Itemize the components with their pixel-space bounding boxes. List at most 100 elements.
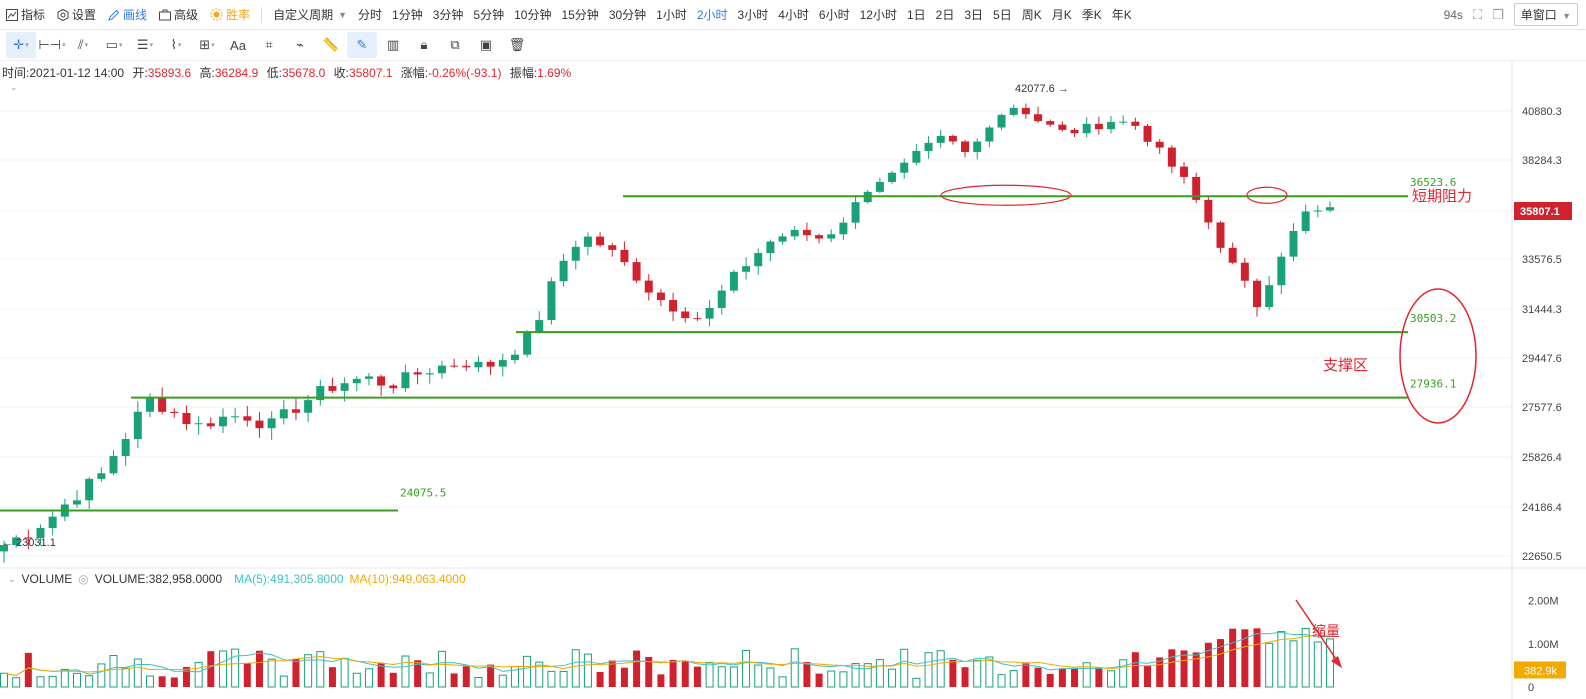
period-tab[interactable]: 5分钟 [473, 8, 505, 22]
candle-body [827, 234, 836, 239]
period-tab[interactable]: 2日 [935, 8, 955, 22]
volume-bar [900, 648, 909, 688]
high-extreme-label: 42077.6 → [1015, 83, 1069, 95]
volume-bar [1313, 641, 1322, 688]
candle-body [462, 365, 471, 368]
candle-body [839, 222, 848, 235]
trend-line-tool[interactable]: ⫽ ▾ [77, 37, 89, 52]
price-tick-label: 38284.3 [1522, 155, 1562, 167]
pen-tool[interactable]: ✎ [347, 32, 377, 58]
volume-bar [523, 655, 532, 688]
candle-body [510, 354, 519, 361]
period-tab[interactable]: 1分钟 [392, 8, 423, 22]
period-tab[interactable]: 10分钟 [514, 8, 552, 22]
period-tab[interactable]: 周K [1021, 8, 1042, 22]
candle-body [790, 229, 799, 237]
volume-bar [437, 650, 446, 688]
volume-bar [0, 672, 8, 688]
fullscreen-icon[interactable]: ⛶ [1472, 6, 1483, 22]
rectangle-tool[interactable]: ▭ ▾ [105, 37, 123, 52]
period-tab[interactable]: 分时 [358, 8, 383, 22]
pattern-tool[interactable]: ⌗ [254, 32, 284, 58]
indicators-button[interactable]: 指标 [0, 6, 51, 23]
elliott-tool[interactable]: ⌇ ▾ [170, 37, 182, 52]
price-axis: 40880.3 38284.3 33576.5 31444.3 29447.6 27577… [1514, 106, 1572, 563]
trash-tool[interactable]: 🗑︎ [502, 32, 532, 58]
measure-tool[interactable]: ⊞ ▾ [199, 37, 215, 52]
candle-body [997, 114, 1006, 128]
custom-period-dropdown[interactable]: 自定义周期 ▼ [273, 8, 348, 22]
restore-window-icon[interactable]: ❐ [1492, 6, 1504, 22]
lock-tool[interactable]: 🔒︎ [409, 32, 439, 58]
period-tab[interactable]: 4小时 [778, 8, 809, 22]
price-tick-label: 25826.4 [1522, 452, 1562, 464]
snapshot-icon: ▣ [479, 37, 493, 52]
volume-bar [839, 671, 848, 688]
advanced-button[interactable]: 高级 [153, 6, 204, 23]
price-chart[interactable]: 36523.6 30503.2 27936.1 24075.5 40880.3 3828… [0, 60, 1586, 699]
volume-bar [620, 667, 628, 687]
fib-tool[interactable]: ☰ ▾ [136, 37, 154, 52]
snapshot-tool[interactable]: ▣ [471, 32, 501, 58]
volume-settings-icon[interactable]: ◎ [78, 572, 89, 586]
crosshair-tool[interactable]: ✛ ▾ [6, 32, 36, 58]
candle-body [815, 235, 824, 239]
volume-bar [36, 676, 45, 688]
settings-button[interactable]: 设置 [51, 6, 102, 23]
period-tab[interactable]: 12小时 [859, 8, 897, 22]
candle-body [1326, 207, 1334, 211]
candle-body [1265, 285, 1274, 308]
path-tool[interactable]: ⌁ [285, 32, 315, 58]
volume-bar [1277, 631, 1286, 688]
period-tab[interactable]: 月K [1051, 8, 1072, 22]
lock-icon: 🔒︎ [420, 37, 428, 52]
period-tab[interactable]: 2小时 [696, 8, 728, 22]
level-price-label: 36523.6 [1410, 176, 1456, 189]
candle-body [1167, 147, 1176, 167]
period-tab[interactable]: 6小时 [818, 8, 850, 22]
ruler-tool[interactable]: 📏 [316, 32, 346, 58]
volume-bar [1107, 670, 1116, 688]
tape-tool[interactable]: ▥ [378, 32, 408, 58]
candle-body [231, 416, 240, 418]
candle-body [1301, 211, 1310, 231]
period-tab[interactable]: 3日 [964, 8, 984, 22]
window-mode-dropdown[interactable]: 单窗口 ▼ [1513, 3, 1578, 26]
candle-body [279, 409, 288, 419]
period-tab[interactable]: 3小时 [737, 8, 769, 22]
volume-current-label: 382.9k [1524, 665, 1558, 677]
volume-bar [936, 650, 945, 688]
volume-bar [60, 668, 69, 688]
candle-body [1082, 123, 1091, 134]
period-tab[interactable]: 3分钟 [432, 8, 464, 22]
candle-body [145, 397, 154, 412]
volume-bar [1180, 650, 1188, 687]
volume-bar [705, 661, 714, 688]
winrate-button[interactable]: 胜率 [204, 6, 256, 23]
draw-lines-button[interactable]: 画线 [102, 6, 153, 23]
price-tick-label: 27577.6 [1522, 402, 1562, 414]
horizontal-line-tool[interactable]: ⊢⊣ ▾ [38, 37, 66, 52]
candle-body [1021, 107, 1030, 115]
period-tab[interactable]: 年K [1111, 8, 1132, 22]
collapse-icon[interactable]: ⌄ [10, 82, 18, 92]
period-tab[interactable]: 5日 [993, 8, 1012, 22]
candle-body [669, 300, 678, 312]
period-tab[interactable]: 30分钟 [608, 8, 647, 22]
clone-tool[interactable]: ⧉ [440, 32, 470, 58]
period-tab[interactable]: 1日 [906, 8, 926, 22]
period-tab[interactable]: 15分钟 [561, 8, 599, 22]
candle-body [194, 423, 203, 425]
briefcase-icon [159, 9, 172, 20]
candle-body [486, 361, 495, 367]
candle-body [888, 172, 897, 182]
volume-bar [328, 667, 336, 687]
volume-bar [1009, 670, 1018, 688]
volume-bar [182, 666, 190, 687]
period-tab[interactable]: 季K [1081, 8, 1102, 22]
volume-bar [1046, 673, 1054, 687]
text-tool[interactable]: Aa [223, 32, 253, 58]
period-tab[interactable]: 1小时 [656, 8, 687, 22]
collapse-volume-icon[interactable]: ⌄ [8, 573, 16, 584]
